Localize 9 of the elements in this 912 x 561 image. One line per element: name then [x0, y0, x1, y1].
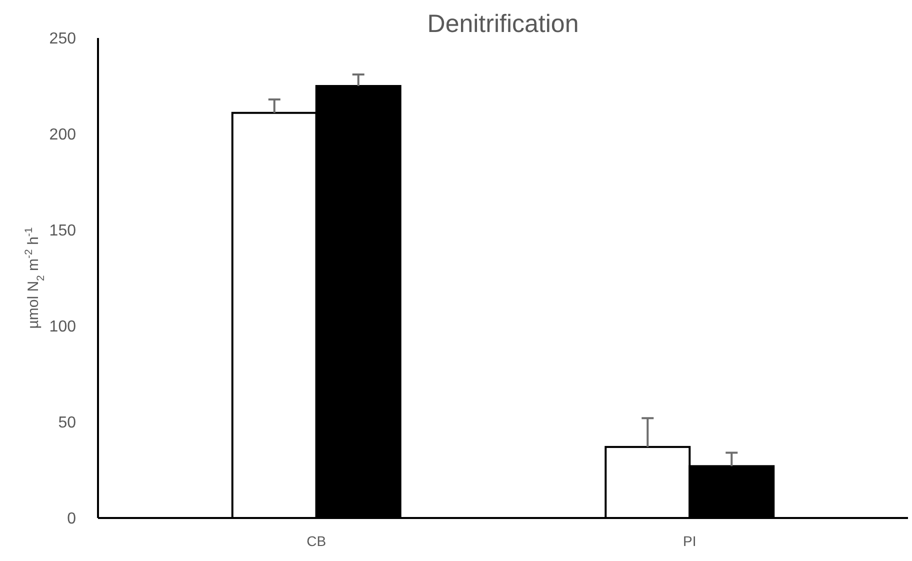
- y-tick-label: 0: [67, 510, 76, 528]
- y-tick-label: 100: [49, 318, 76, 336]
- y-tick-label: 200: [49, 126, 76, 144]
- y-tick-label: 250: [49, 30, 76, 48]
- x-tick-label: PI: [683, 533, 696, 549]
- chart-title: Denitrification: [427, 10, 579, 38]
- y-tick-label: 50: [58, 414, 76, 432]
- x-tick-label: CB: [306, 533, 326, 549]
- y-tick-label: 150: [49, 222, 76, 240]
